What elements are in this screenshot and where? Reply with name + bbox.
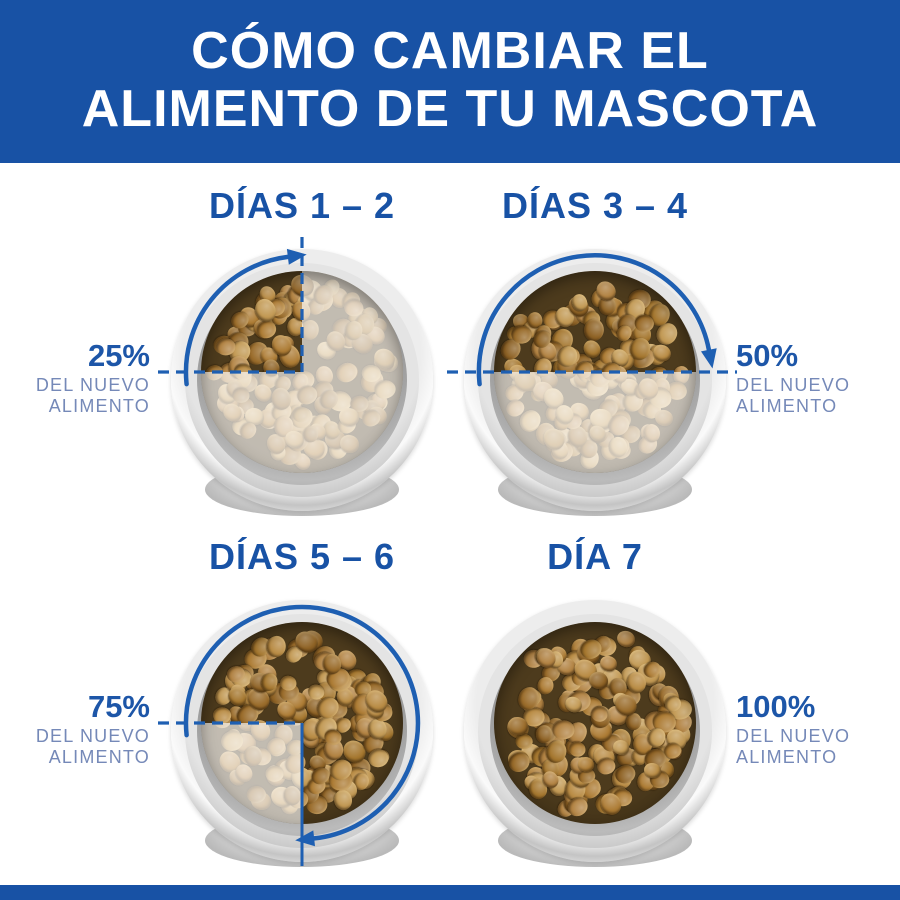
percent-caption-line2: ALIMENTO	[48, 747, 150, 767]
percent-label-50: 50% DEL NUEVO ALIMENTO	[736, 340, 890, 417]
percent-caption-line1: DEL NUEVO	[736, 726, 851, 746]
kibble	[582, 317, 606, 343]
kibble	[307, 684, 325, 700]
percent-caption-line2: ALIMENTO	[48, 396, 150, 416]
page-title-line1: CÓMO CAMBIAR EL	[191, 21, 709, 80]
percent-label-25: 25% DEL NUEVO ALIMENTO	[10, 340, 150, 417]
percent-value: 75%	[87, 689, 150, 724]
percent-label-100: 100% DEL NUEVO ALIMENTO	[736, 691, 890, 768]
bowl-food	[494, 271, 696, 473]
food-bowl	[464, 249, 726, 516]
food-bowl	[171, 249, 433, 516]
kibble	[643, 762, 661, 779]
percent-caption-line2: ALIMENTO	[736, 396, 838, 416]
percent-caption-line1: DEL NUEVO	[35, 375, 150, 395]
percent-label-75: 75% DEL NUEVO ALIMENTO	[10, 691, 150, 768]
percent-caption-line1: DEL NUEVO	[35, 726, 150, 746]
bowl-food	[494, 622, 696, 824]
page-title: CÓMO CAMBIAR EL ALIMENTO DE TU MASCOTA	[82, 22, 819, 142]
old-food-faded-overlay	[302, 271, 403, 473]
percent-value: 50%	[736, 338, 799, 373]
step-heading-dias-5-6: DÍAS 5 – 6	[208, 536, 396, 577]
old-food-faded-overlay	[201, 723, 302, 824]
bowl-food	[201, 622, 403, 824]
bowl-food	[201, 271, 403, 473]
header-banner: CÓMO CAMBIAR EL ALIMENTO DE TU MASCOTA	[0, 0, 900, 163]
old-food-faded-overlay	[201, 372, 302, 473]
percent-value: 25%	[87, 338, 150, 373]
percent-caption-line2: ALIMENTO	[736, 747, 838, 767]
percent-value: 100%	[736, 689, 816, 724]
food-bowl	[464, 600, 726, 867]
kibble	[568, 740, 587, 758]
step-heading-dias-3-4: DÍAS 3 – 4	[501, 185, 689, 226]
kibble	[536, 675, 555, 696]
percent-caption-line1: DEL NUEVO	[736, 375, 851, 395]
food-bowl	[171, 600, 433, 867]
footer-bar	[0, 885, 900, 900]
step-heading-dia-7: DÍA 7	[547, 536, 643, 577]
page-title-line2: ALIMENTO DE TU MASCOTA	[81, 79, 819, 138]
step-heading-dias-1-2: DÍAS 1 – 2	[208, 185, 396, 226]
old-food-faded-overlay	[494, 372, 696, 473]
